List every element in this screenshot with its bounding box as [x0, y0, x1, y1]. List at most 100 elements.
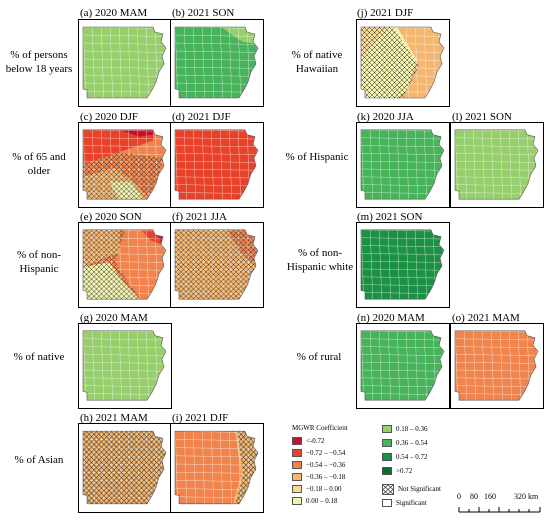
row-label-non-hispanic: % of non-Hispanic — [17, 249, 61, 275]
row-label-asian: % of Asian — [14, 454, 64, 466]
scale-label-80: 80 — [470, 492, 478, 501]
legend-label: 0.54 – 0.72 — [396, 453, 428, 461]
legend-swatch — [382, 439, 392, 447]
state-map-n — [360, 330, 445, 401]
map-panel-k — [356, 122, 450, 208]
coefficient-region — [175, 431, 258, 504]
panel-title-a: (a) 2020 MAM — [80, 7, 148, 19]
map-panel-c — [78, 122, 172, 208]
row-label-native-hawaiian: % of native Hawaiian — [291, 49, 343, 75]
legend-title: MGWR Coefficient — [292, 424, 348, 432]
state-outline — [82, 430, 167, 505]
coefficient-region — [361, 229, 444, 300]
legend-item-neg-36: −0.54 – −0.36 — [292, 460, 345, 470]
state-map-i — [174, 430, 259, 505]
coefficient-region — [83, 330, 166, 401]
not-significant-hatch — [175, 229, 258, 300]
map-panel-m — [356, 222, 450, 308]
map-panel-d — [170, 122, 264, 208]
legend-swatch — [382, 467, 392, 475]
not-significant-hatch — [83, 152, 163, 200]
legend-swatch — [382, 453, 392, 461]
legend-label: 0.18 – 0.36 — [396, 425, 428, 433]
legend-swatch — [382, 425, 392, 433]
panel-title-h: (h) 2021 MAM — [80, 412, 148, 424]
coefficient-region — [175, 129, 258, 200]
legend-item-pos-36: 0.36 – 0.54 — [382, 438, 428, 448]
panel-title-d: (d) 2021 DJF — [172, 111, 231, 123]
state-map-f — [174, 229, 259, 300]
legend-swatch — [292, 437, 302, 445]
state-outline — [174, 26, 259, 99]
panel-title-j: (j) 2021 DJF — [357, 7, 414, 19]
not-significant-hatch — [83, 431, 166, 504]
state-outline — [82, 330, 167, 401]
map-panel-j — [356, 19, 450, 107]
not-significant-hatch — [235, 431, 258, 504]
panel-title-i: (i) 2021 DJF — [172, 412, 229, 424]
map-panel-a — [78, 19, 172, 107]
state-outline — [174, 129, 259, 200]
legend-swatch — [292, 449, 302, 457]
state-outline — [174, 229, 259, 300]
map-panel-i — [170, 423, 264, 513]
state-outline — [360, 330, 445, 401]
coefficient-region — [175, 27, 258, 98]
coefficient-region — [455, 330, 538, 401]
state-map-k — [360, 129, 445, 200]
row-label-non-hispanic-white: % of non-Hispanic white — [286, 247, 354, 273]
legend-label: Significant — [396, 499, 427, 507]
panel-title-m: (m) 2021 SON — [357, 211, 423, 223]
state-outline — [82, 229, 167, 300]
state-outline — [360, 129, 445, 200]
legend-swatch — [292, 485, 302, 493]
legend-label: <-0.72 — [306, 437, 325, 445]
hatch-swatch — [382, 483, 394, 495]
map-panel-h — [78, 423, 172, 513]
legend-swatch — [382, 499, 392, 507]
state-map-l — [454, 129, 539, 200]
panel-title-c: (c) 2020 DJF — [80, 111, 139, 123]
legend-item-neg-00: −0.18 – 0.00 — [292, 484, 341, 494]
map-panel-f — [170, 222, 264, 308]
map-panel-e — [78, 222, 172, 308]
state-outline — [454, 129, 539, 200]
state-map-o — [454, 330, 539, 401]
state-map-e — [82, 229, 167, 300]
state-outline — [454, 330, 539, 401]
legend-label: −0.54 – −0.36 — [306, 461, 346, 469]
row-label-native: % of native — [13, 351, 65, 363]
legend-item-pos-72: >0.72 — [382, 466, 412, 476]
map-panel-g — [78, 323, 172, 409]
row-label-65-older: % of 65 and older — [12, 151, 66, 177]
map-panel-o — [450, 323, 544, 409]
legend-item-pos-54: 0.54 – 0.72 — [382, 452, 428, 462]
legend-swatch — [292, 497, 302, 505]
legend-label: 0.36 – 0.54 — [396, 439, 428, 447]
state-outline — [82, 26, 167, 99]
panel-title-l: (l) 2021 SON — [452, 111, 512, 123]
legend-label: >0.72 — [396, 467, 413, 475]
state-map-m — [360, 229, 445, 300]
state-map-j — [360, 26, 445, 99]
legend-label: −0.18 – 0.00 — [306, 485, 342, 493]
row-label-below-18: % of persons below 18 years — [5, 49, 73, 75]
panel-title-n: (n) 2020 MAM — [357, 312, 425, 324]
row-label-rural: % of rural — [296, 351, 342, 363]
not-significant-hatch — [83, 229, 141, 300]
scale-label-320: 320 km — [514, 492, 539, 501]
legend-item-neg-54: −0.72 – −0.54 — [292, 448, 345, 458]
state-outline — [360, 26, 445, 99]
panel-title-k: (k) 2020 JJA — [357, 111, 414, 123]
legend-swatch — [292, 461, 302, 469]
scale-label-160: 160 — [484, 492, 496, 501]
state-map-h — [82, 430, 167, 505]
coefficient-region — [83, 27, 166, 98]
legend-label: −0.72 – −0.54 — [306, 449, 346, 457]
panel-title-o: (o) 2021 MAM — [452, 312, 520, 324]
state-map-c — [82, 129, 167, 200]
panel-title-b: (b) 2021 SON — [172, 7, 235, 19]
coefficient-region — [361, 330, 444, 401]
scale-label-0: 0 — [457, 492, 461, 501]
state-map-d — [174, 129, 259, 200]
